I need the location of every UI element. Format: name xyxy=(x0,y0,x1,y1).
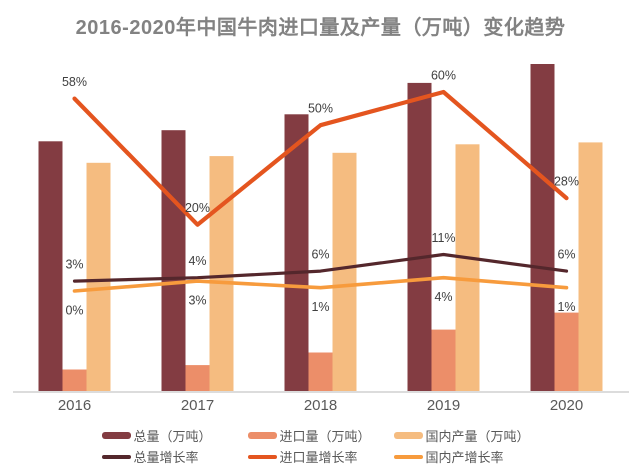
legend-label-import-growth-rate: 进口量增长率 xyxy=(279,450,358,465)
data-label-import-2018: 50% xyxy=(308,102,333,116)
legend-item-total-volume: 总量（万吨） xyxy=(101,428,248,444)
bar-import-2018 xyxy=(308,352,333,391)
bar-domestic-2018 xyxy=(332,152,357,391)
bar-total-2018 xyxy=(284,114,309,392)
legend-swatch-domestic-production xyxy=(393,432,423,439)
line-domestic-growth xyxy=(72,275,569,293)
bar-import-2019 xyxy=(431,329,456,391)
bar-import-2016 xyxy=(62,369,87,391)
data-label-domestic-2016: 0% xyxy=(65,304,83,318)
data-label-import-2016: 58% xyxy=(62,75,87,89)
data-label-domestic-2018: 1% xyxy=(311,300,329,314)
data-label-total-2019: 11% xyxy=(431,231,455,245)
legend-label-total-volume: 总量（万吨） xyxy=(133,429,212,444)
legend-item-import-growth-rate: 进口量增长率 xyxy=(247,449,394,465)
legend-label-domestic-growth-rate: 国内产增长率 xyxy=(425,450,504,465)
data-label-domestic-2020: 1% xyxy=(557,300,575,314)
chart-legend: 总量（万吨） 进口量（万吨） 国内产量（万吨） 总量增长率 进口量增长率 国内产… xyxy=(0,428,641,465)
legend-swatch-domestic-growth-rate xyxy=(393,454,423,459)
data-label-import-2017: 20% xyxy=(185,201,210,215)
legend-item-total-growth-rate: 总量增长率 xyxy=(101,449,248,465)
legend-swatch-import-growth-rate xyxy=(247,454,277,459)
legend-swatch-total-volume xyxy=(101,432,131,439)
data-label-import-2020: 28% xyxy=(554,175,579,189)
bar-total-2020 xyxy=(530,64,555,391)
data-label-total-2020: 6% xyxy=(557,248,575,262)
bar-domestic-2016 xyxy=(86,162,111,391)
combo-chart-plot: 3% 4% 6% 11% 6% 58% 20% 50% 60% 28% 0% 3% 1% 4% 1% 2016… xyxy=(13,64,629,414)
data-label-domestic-2019: 4% xyxy=(434,290,452,304)
legend-label-total-growth-rate: 总量增长率 xyxy=(133,450,199,465)
x-tick-2019: 2019 xyxy=(427,397,460,414)
bar-import-2017 xyxy=(185,365,210,391)
line-import-growth xyxy=(72,89,569,227)
legend-label-import-volume: 进口量（万吨） xyxy=(279,429,371,444)
legend-label-domestic-production: 国内产量（万吨） xyxy=(425,429,530,444)
legend-item-import-volume: 进口量（万吨） xyxy=(247,428,394,444)
bar-domestic-2017 xyxy=(209,156,234,391)
legend-item-domestic-growth-rate: 国内产增长率 xyxy=(393,449,540,465)
legend-swatch-total-growth-rate xyxy=(101,454,131,459)
bar-domestic-2020 xyxy=(578,142,603,391)
x-tick-2020: 2020 xyxy=(550,397,583,414)
x-tick-2018: 2018 xyxy=(304,397,337,414)
legend-swatch-import-volume xyxy=(247,432,277,439)
chart-title: 2016-2020年中国牛肉进口量及产量（万吨）变化趋势 xyxy=(75,17,566,39)
data-label-total-2017: 4% xyxy=(188,254,206,268)
data-label-total-2018: 6% xyxy=(311,248,329,262)
legend-item-domestic-production: 国内产量（万吨） xyxy=(393,428,540,444)
data-label-total-2016: 3% xyxy=(65,258,83,272)
bar-domestic-2019 xyxy=(455,144,480,391)
x-tick-2016: 2016 xyxy=(58,397,91,414)
data-label-import-2019: 60% xyxy=(431,69,456,83)
bar-total-2019 xyxy=(407,82,432,392)
bar-import-2020 xyxy=(554,312,579,391)
bar-total-2017 xyxy=(161,130,186,391)
data-label-domestic-2017: 3% xyxy=(188,294,206,308)
bar-total-2016 xyxy=(38,141,63,391)
line-total-growth xyxy=(72,252,569,283)
x-tick-2017: 2017 xyxy=(181,397,214,414)
